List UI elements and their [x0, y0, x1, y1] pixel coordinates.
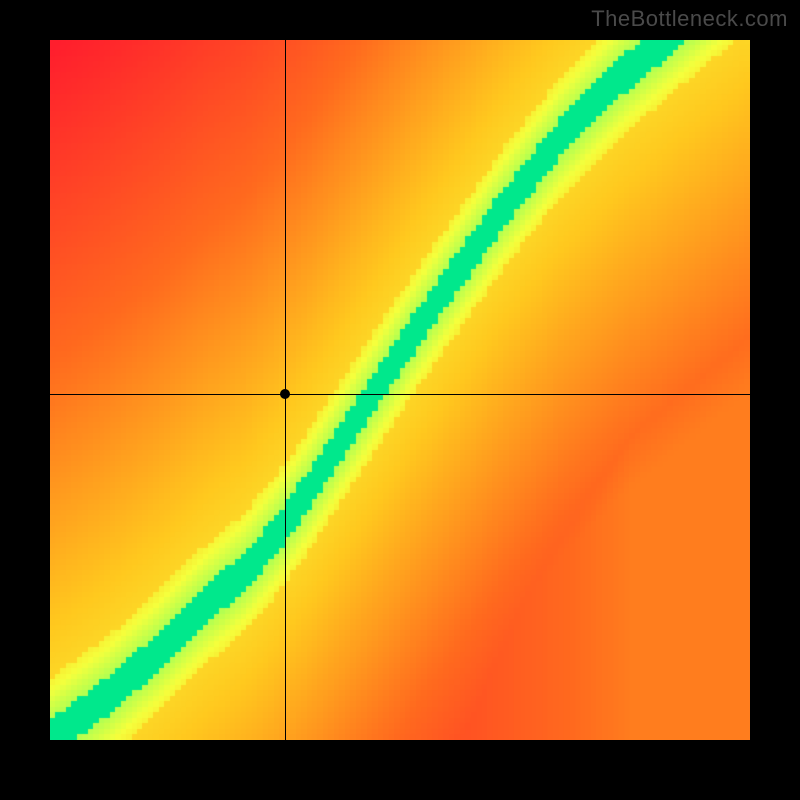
watermark-text: TheBottleneck.com — [591, 6, 788, 32]
crosshair-horizontal — [50, 394, 750, 395]
bottleneck-heatmap — [50, 40, 750, 740]
selection-marker-dot — [280, 389, 290, 399]
heatmap-canvas — [50, 40, 750, 740]
